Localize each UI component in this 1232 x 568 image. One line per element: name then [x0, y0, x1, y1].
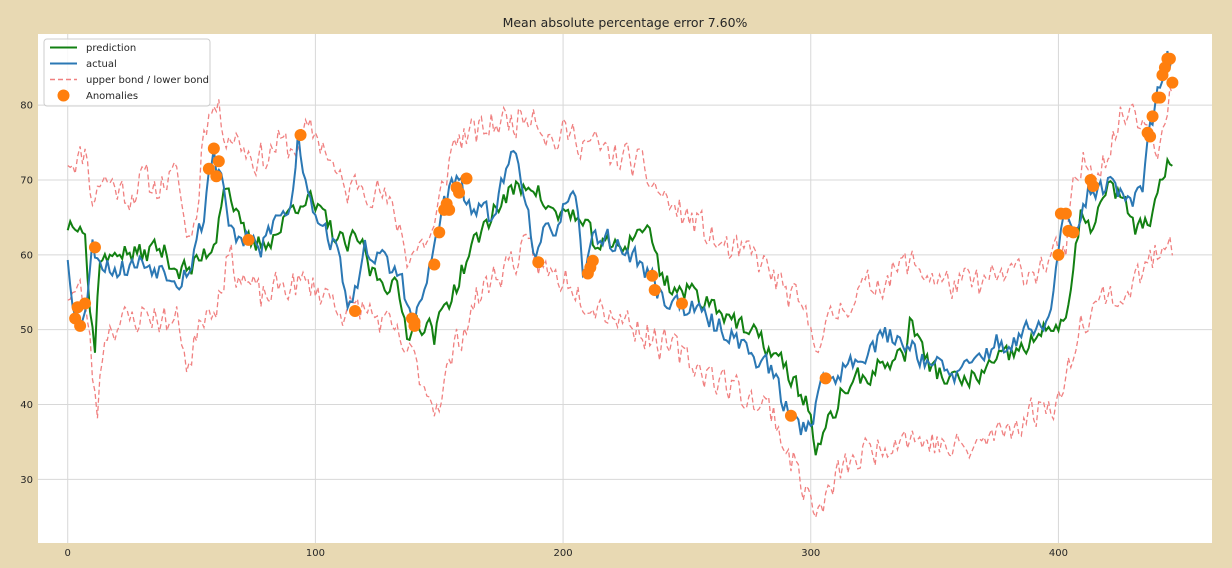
legend-label-bounds: upper bond / lower bond	[86, 75, 209, 86]
legend-label-actual: actual	[86, 59, 117, 70]
anomaly-point	[586, 254, 599, 267]
x-tick-label: 300	[801, 548, 820, 559]
legend-swatch-anomalies	[57, 89, 70, 102]
anomalies	[69, 52, 1179, 422]
anomaly-point	[79, 297, 92, 310]
anomaly-point	[294, 129, 307, 142]
chart-title: Mean absolute percentage error 7.60%	[503, 15, 748, 30]
anomaly-point	[443, 203, 456, 216]
y-tick-label: 30	[20, 475, 33, 486]
anomaly-point	[349, 304, 362, 317]
legend: prediction actual upper bond / lower bon…	[43, 38, 211, 107]
y-tick-label: 60	[20, 250, 33, 261]
anomaly-point	[88, 241, 101, 254]
legend-box	[43, 38, 211, 107]
anomaly-point	[242, 233, 255, 246]
anomaly-point	[675, 297, 688, 310]
anomaly-point	[1087, 179, 1100, 192]
anomaly-point	[532, 256, 545, 269]
x-tick-label: 100	[306, 548, 325, 559]
anomaly-point	[210, 170, 223, 183]
anomaly-point	[1067, 226, 1080, 239]
anomaly-point	[460, 172, 473, 185]
y-tick-label: 80	[20, 101, 33, 112]
anomaly-point	[1052, 248, 1065, 261]
anomaly-point	[202, 162, 215, 175]
anomaly-point	[212, 155, 225, 168]
lower-bound-line	[67, 233, 1174, 520]
anomaly-point	[207, 142, 220, 155]
anomaly-point	[1163, 52, 1176, 65]
upper-bound-line	[67, 87, 1173, 354]
y-tick-label: 50	[20, 325, 33, 336]
anomaly-point	[819, 372, 832, 385]
grid	[38, 34, 1212, 543]
anomaly-point	[428, 258, 441, 271]
anomaly-point	[1158, 61, 1171, 74]
anomaly-point	[784, 409, 797, 422]
y-tick-label: 40	[20, 400, 33, 411]
tick-labels: 0 100 200 300 400 30 40 50 60 70 80	[20, 101, 1068, 559]
x-tick-label: 0	[65, 548, 71, 559]
anomaly-point	[1059, 207, 1072, 220]
anomaly-point	[1144, 130, 1157, 143]
x-tick-label: 200	[554, 548, 573, 559]
anomaly-point	[433, 226, 446, 239]
anomaly-point	[648, 284, 661, 296]
legend-label-anomalies: Anomalies	[86, 91, 138, 102]
anomaly-point	[646, 269, 659, 282]
x-tick-label: 400	[1049, 548, 1068, 559]
y-tick-label: 70	[20, 175, 33, 186]
anomaly-point	[1166, 76, 1179, 89]
plot-area	[38, 34, 1212, 543]
anomaly-point	[1146, 110, 1159, 123]
legend-label-prediction: prediction	[86, 43, 136, 54]
anomaly-point	[1153, 91, 1166, 104]
anomaly-point	[408, 319, 421, 332]
anomaly-point	[74, 319, 87, 332]
anomaly-point	[453, 186, 466, 199]
